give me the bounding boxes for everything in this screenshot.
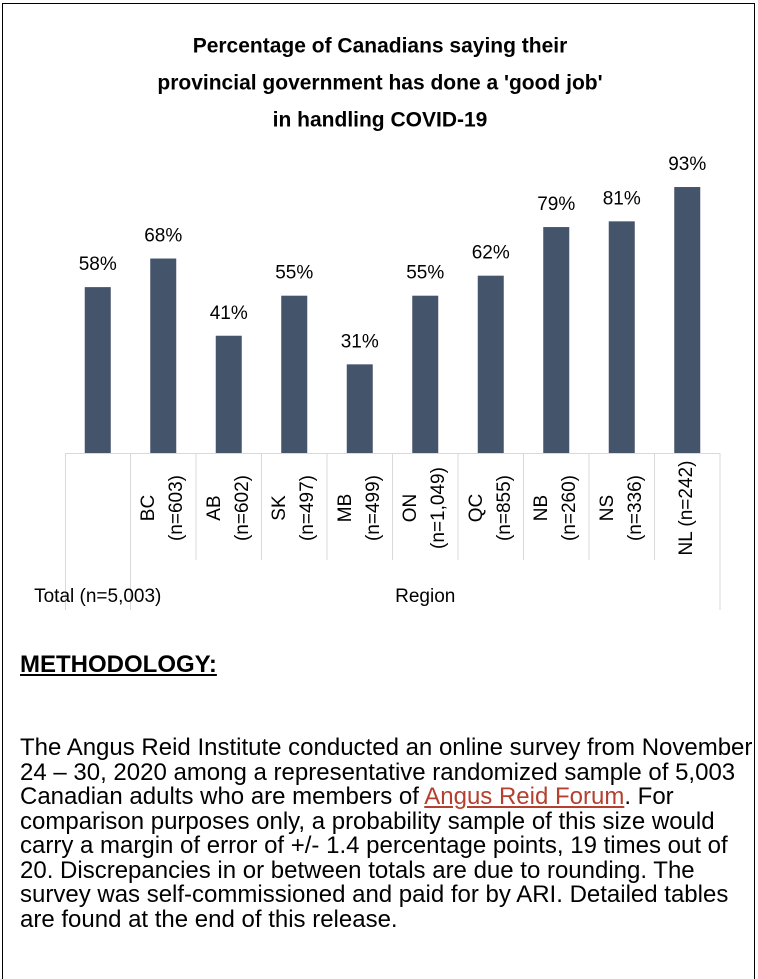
bar: [412, 295, 439, 453]
bar: [84, 287, 111, 453]
bar: [477, 275, 504, 453]
x-tick-label: NS (n=336): [596, 474, 646, 542]
group-label: Region: [395, 586, 455, 607]
x-tick-label: BC (n=603): [138, 474, 188, 542]
bar: [346, 364, 373, 453]
chart-title: in handling COVID-19: [273, 109, 488, 132]
methodology-text-after: . For comparison purposes only, a probab…: [20, 783, 729, 933]
x-tick-label: SK (n=497): [269, 474, 319, 542]
x-tick-label: ON (n=1,049): [400, 467, 450, 549]
bar: [281, 295, 308, 453]
bar: [215, 335, 242, 453]
data-label: 41%: [210, 303, 248, 324]
chart-title: Percentage of Canadians saying their: [193, 35, 568, 58]
data-label: 55%: [275, 263, 313, 284]
chart-title: provincial government has done a 'good j…: [157, 72, 602, 95]
data-label: 81%: [603, 188, 641, 209]
group-label: Total (n=5,003): [34, 586, 161, 607]
bar: [674, 187, 701, 453]
x-tick-label: NB (n=260): [531, 474, 581, 542]
bar: [543, 227, 570, 453]
x-tick-label: NL (n=242): [676, 460, 698, 556]
data-label: 31%: [341, 331, 379, 352]
data-label: 62%: [472, 243, 510, 264]
x-tick-label: QC (n=855): [465, 474, 515, 542]
x-tick-label: AB (n=602): [203, 474, 253, 542]
x-tick-label: MB (n=499): [334, 474, 384, 542]
data-label: 79%: [537, 194, 575, 215]
methodology-text-before: The Angus Reid Institute conducted an on…: [20, 734, 753, 810]
data-label: 68%: [144, 226, 182, 247]
data-label: 58%: [79, 254, 117, 275]
data-label: 55%: [406, 263, 444, 284]
data-label: 93%: [668, 154, 706, 175]
methodology-heading: METHODOLOGY:: [20, 651, 217, 678]
methodology-text: The Angus Reid Institute conducted an on…: [20, 734, 758, 933]
forum-link[interactable]: Angus Reid Forum: [424, 783, 625, 810]
bar: [150, 258, 177, 453]
bar: [608, 221, 635, 453]
